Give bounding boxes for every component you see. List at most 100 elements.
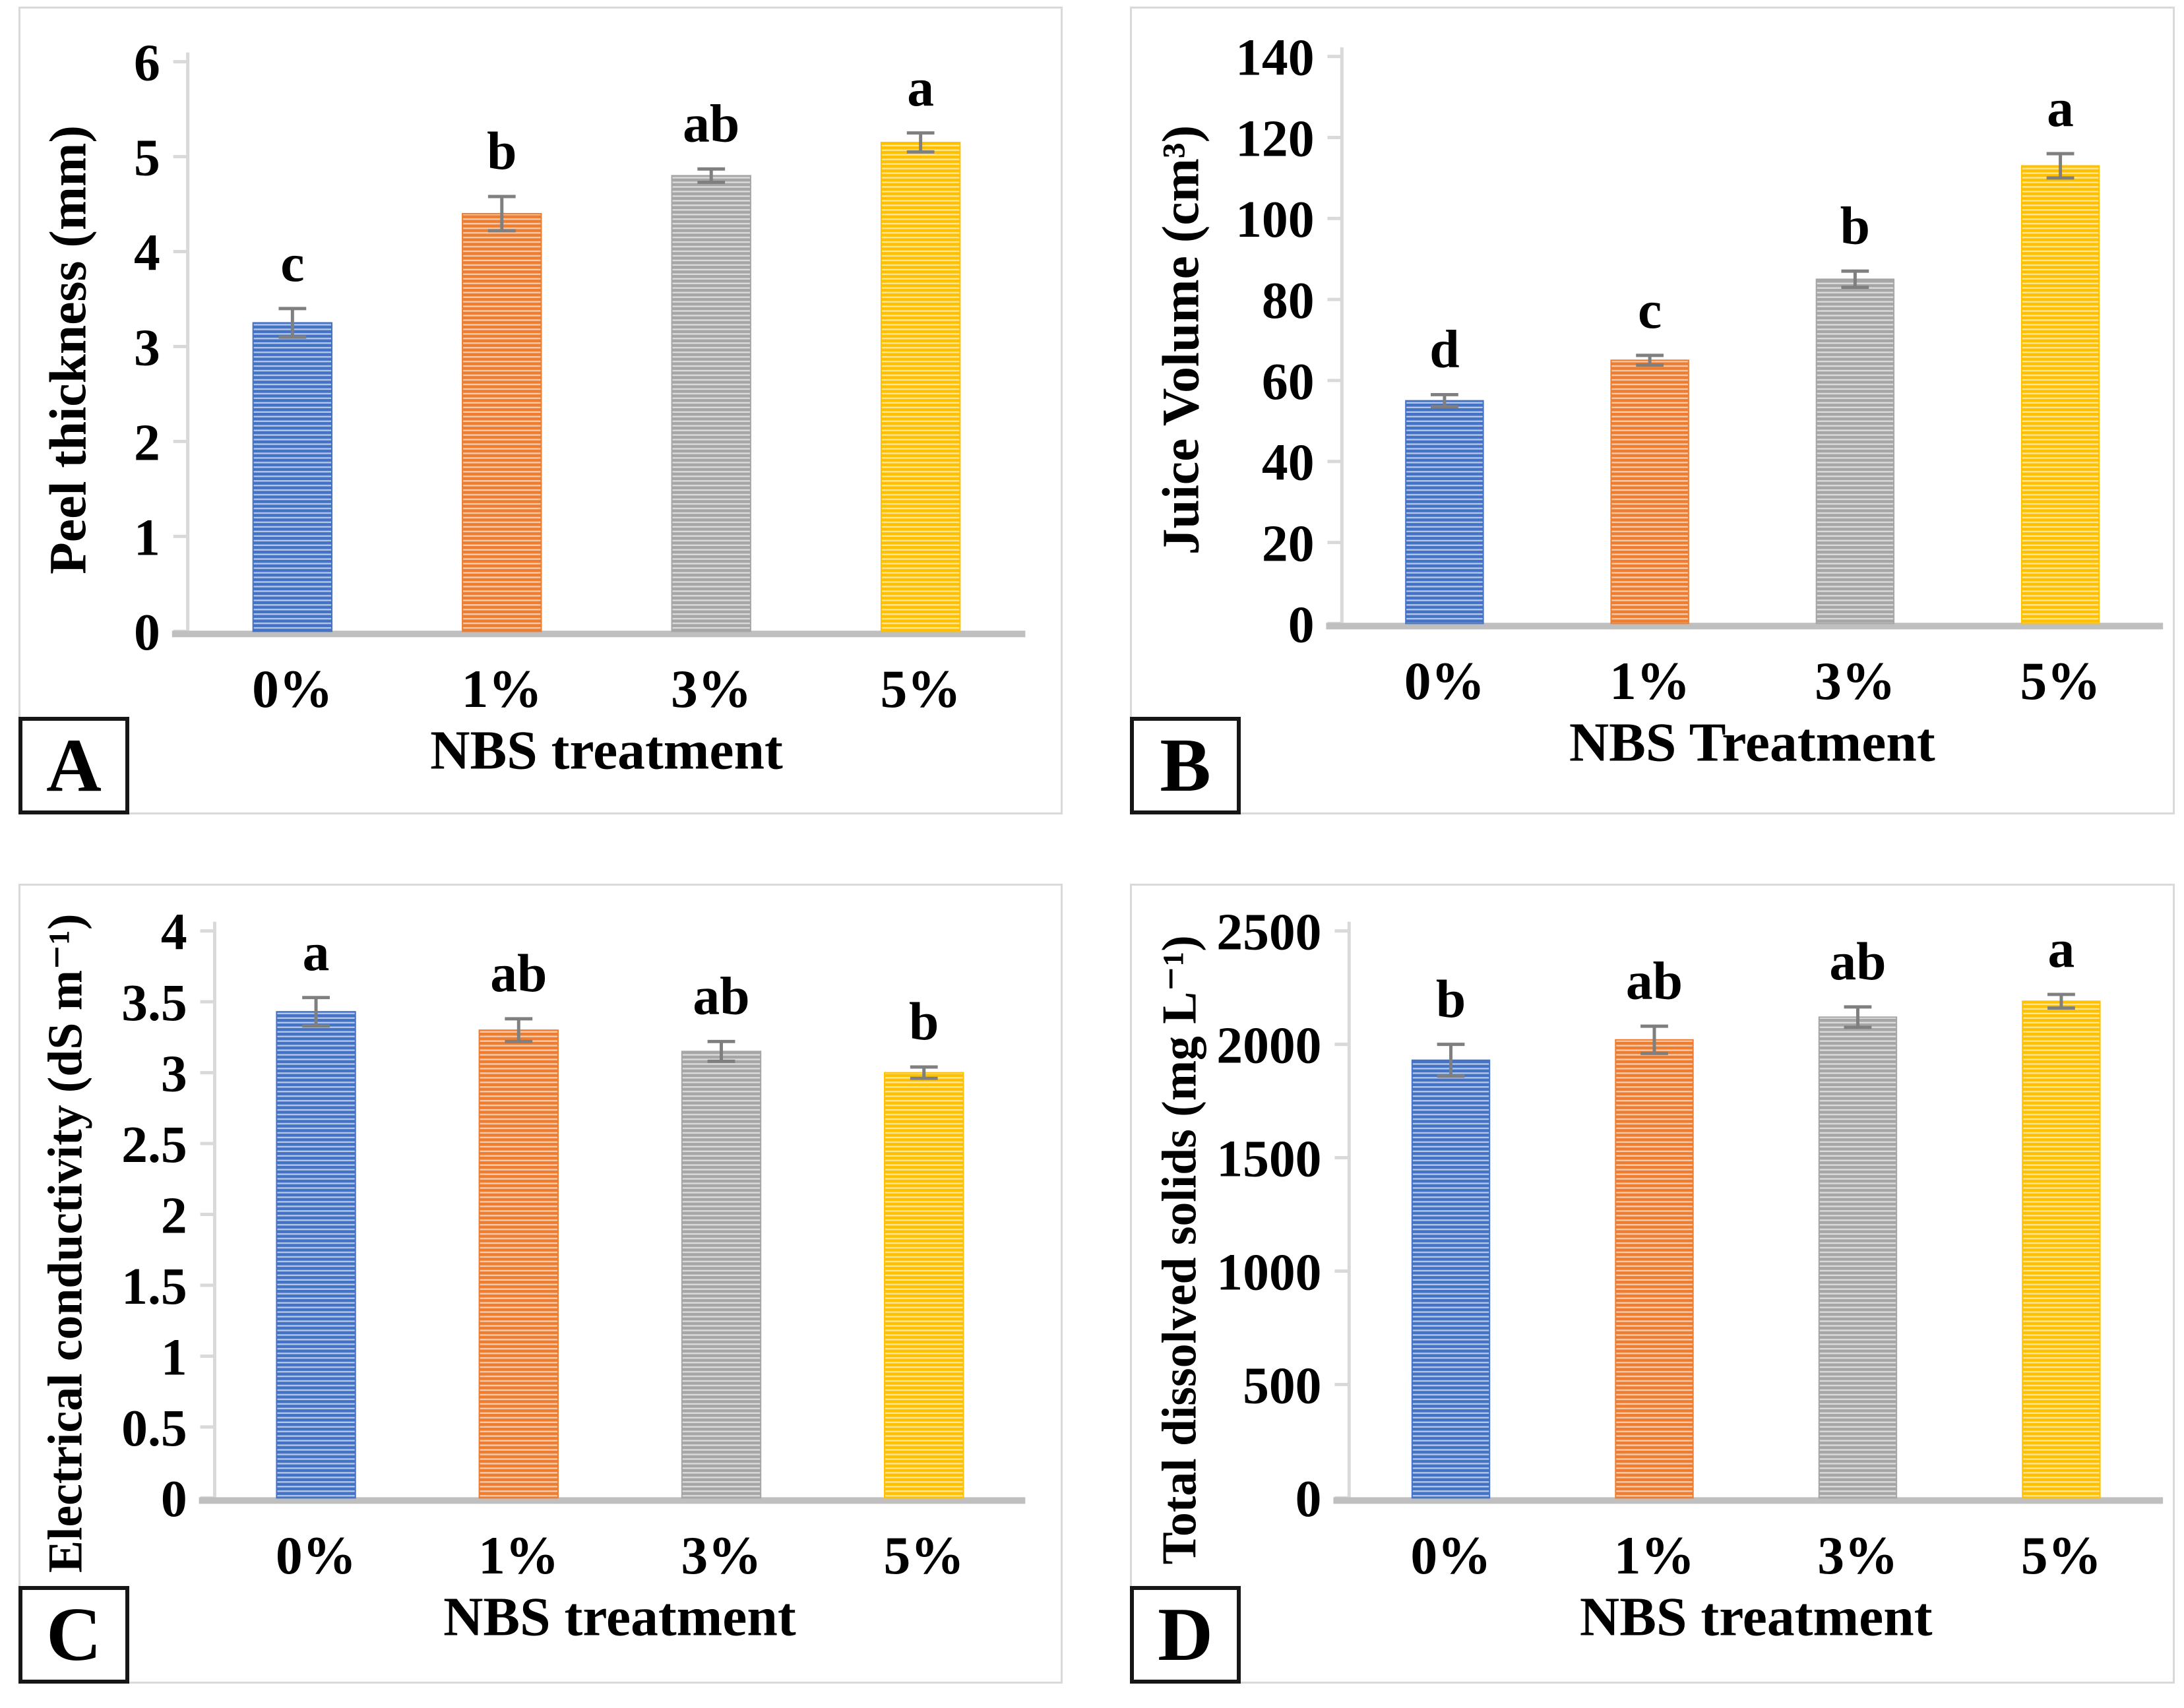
significance-letter: b [1436,969,1466,1029]
x-category-label: 5% [884,1525,964,1585]
significance-letter: b [909,991,939,1051]
x-category-label: 3% [1817,1525,1898,1585]
bar-chart-total-dissolved-solids: 0 500 1000 1500 2000 2500 b 0% ab 1% ab 3% a 5% Total… [1152,903,2164,1647]
bar-1% [478,1029,559,1499]
x-category-label: 3% [671,659,751,719]
x-axis-title: NBS treatment [430,720,783,781]
significance-letter: b [487,121,516,181]
y-tick-label: 60 [1262,353,1315,411]
y-axis-title: Juice Volume (cm³) [1152,125,1210,555]
significance-letter: c [1638,280,1662,340]
x-category-label: 3% [681,1525,761,1585]
y-tick-label: 500 [1243,1357,1321,1415]
panel-letter: C [46,1593,102,1677]
y-tick-label: 3 [161,1045,187,1103]
bar-0% [1405,400,1484,625]
panel-letter: B [1160,723,1211,808]
y-tick-label: 1 [161,1328,187,1386]
significance-letter: ab [1626,950,1683,1010]
chart-content: 0 1 2 3 4 5 6 c 0% b 1% ab 3% a 5% [134,34,1026,719]
significance-letter: a [907,57,934,117]
bar-0% [1411,1059,1491,1499]
bar-1% [462,212,542,632]
y-tick-label: 0 [134,603,160,661]
y-tick-label: 6 [134,34,160,92]
bar-chart-electrical-conductivity: 0 0.5 1 1.5 2 2.5 3 3.5 4 a 0% ab 1% ab 3% b 5% Electric… [38,903,1026,1647]
bar-5% [884,1072,964,1499]
y-tick-label: 0.5 [121,1399,187,1457]
y-tick-label: 100 [1235,191,1314,249]
bar-1% [1610,359,1689,625]
y-tick-label: 2.5 [121,1116,187,1174]
bar-3% [1815,278,1895,625]
y-tick-label: 1000 [1216,1243,1321,1301]
y-tick-label: 4 [134,224,160,282]
chart-content: 0 0.5 1 1.5 2 2.5 3 3.5 4 a 0% ab 1% ab 3% b 5% [121,903,1026,1585]
y-tick-label: 2000 [1216,1016,1321,1074]
y-tick-label: 40 [1262,434,1315,492]
significance-letter: ab [683,93,739,153]
panel-letter: A [46,723,102,808]
bar-1% [1615,1039,1694,1499]
y-tick-label: 1500 [1216,1130,1321,1188]
bar-3% [1818,1016,1898,1499]
bar-3% [681,1051,762,1499]
x-axis-title: NBS Treatment [1569,712,1935,773]
y-tick-label: 3 [134,319,160,377]
y-tick-label: 0 [161,1470,187,1528]
y-axis-title: Peel thickness (mm) [39,125,97,574]
panel-letter-box: B [1130,717,1241,814]
y-tick-label: 0 [1295,1470,1322,1528]
chart-content: 0 500 1000 1500 2000 2500 b 0% ab 1% ab 3% a 5% [1216,903,2164,1585]
bar-5% [2020,165,2100,625]
x-category-label: 1% [1609,651,1690,711]
panel-letter: D [1158,1593,1213,1677]
x-category-label: 3% [1815,651,1895,711]
y-tick-label: 1.5 [121,1258,187,1316]
y-tick-label: 120 [1235,109,1314,168]
y-tick-label: 140 [1235,29,1314,87]
panel-letter-box: D [1130,1586,1241,1684]
bar-5% [880,141,961,632]
x-category-label: 1% [1614,1525,1695,1585]
panel-C-electrical-conductivity: 0 0.5 1 1.5 2 2.5 3 3.5 4 a 0% ab 1% ab 3% b 5% Electric… [18,884,1063,1684]
x-category-label: 1% [462,659,542,719]
y-tick-label: 2 [161,1186,187,1244]
y-axis-title: Electrical conductivity (dS m⁻¹) [38,914,92,1573]
chart-content: 0 20 40 60 80 100 120 140 d 0% c 1% b 3% a 5% [1235,29,2164,711]
y-tick-label: 2 [134,413,160,472]
significance-letter: a [2047,78,2074,138]
significance-letter: b [1840,195,1870,255]
bar-3% [671,175,751,632]
significance-letter: c [280,233,304,293]
x-category-label: 5% [2021,1525,2102,1585]
y-tick-label: 5 [134,129,160,187]
panel-B-juice-volume: 0 20 40 60 80 100 120 140 d 0% c 1% b 3% a 5% Juice Vol… [1130,7,2175,814]
y-tick-label: 3.5 [121,974,187,1032]
significance-letter: a [2048,919,2075,979]
significance-letter: a [303,922,330,982]
y-tick-label: 1 [134,508,160,566]
bar-chart-juice-volume: 0 20 40 60 80 100 120 140 d 0% c 1% b 3% a 5% Juice Vol… [1152,29,2164,773]
y-tick-label: 4 [161,903,187,961]
panel-D-total-dissolved-solids: 0 500 1000 1500 2000 2500 b 0% ab 1% ab 3% a 5% Total… [1130,884,2175,1684]
x-category-label: 1% [478,1525,559,1585]
panel-letter-box: C [18,1586,129,1684]
bar-0% [252,322,333,632]
y-tick-label: 0 [1288,595,1315,654]
bar-0% [276,1011,356,1499]
y-tick-label: 80 [1262,272,1315,330]
x-axis-title: NBS treatment [1580,1587,1933,1647]
bar-5% [2022,1000,2101,1499]
bar-chart-peel-thickness: 0 1 2 3 4 5 6 c 0% b 1% ab 3% a 5% Peel thickness (mm)… [39,34,1026,781]
x-category-label: 0% [1404,651,1485,711]
panel-A-peel-thickness: 0 1 2 3 4 5 6 c 0% b 1% ab 3% a 5% Peel thickness (mm)… [18,7,1063,814]
y-axis-title: Total dissolved solids (mg L⁻¹) [1152,935,1206,1564]
x-category-label: 5% [2020,651,2100,711]
x-axis-title: NBS treatment [443,1587,796,1647]
x-category-label: 0% [1410,1525,1491,1585]
x-category-label: 0% [252,659,332,719]
significance-letter: ab [490,943,547,1003]
panel-letter-box: A [18,717,129,814]
